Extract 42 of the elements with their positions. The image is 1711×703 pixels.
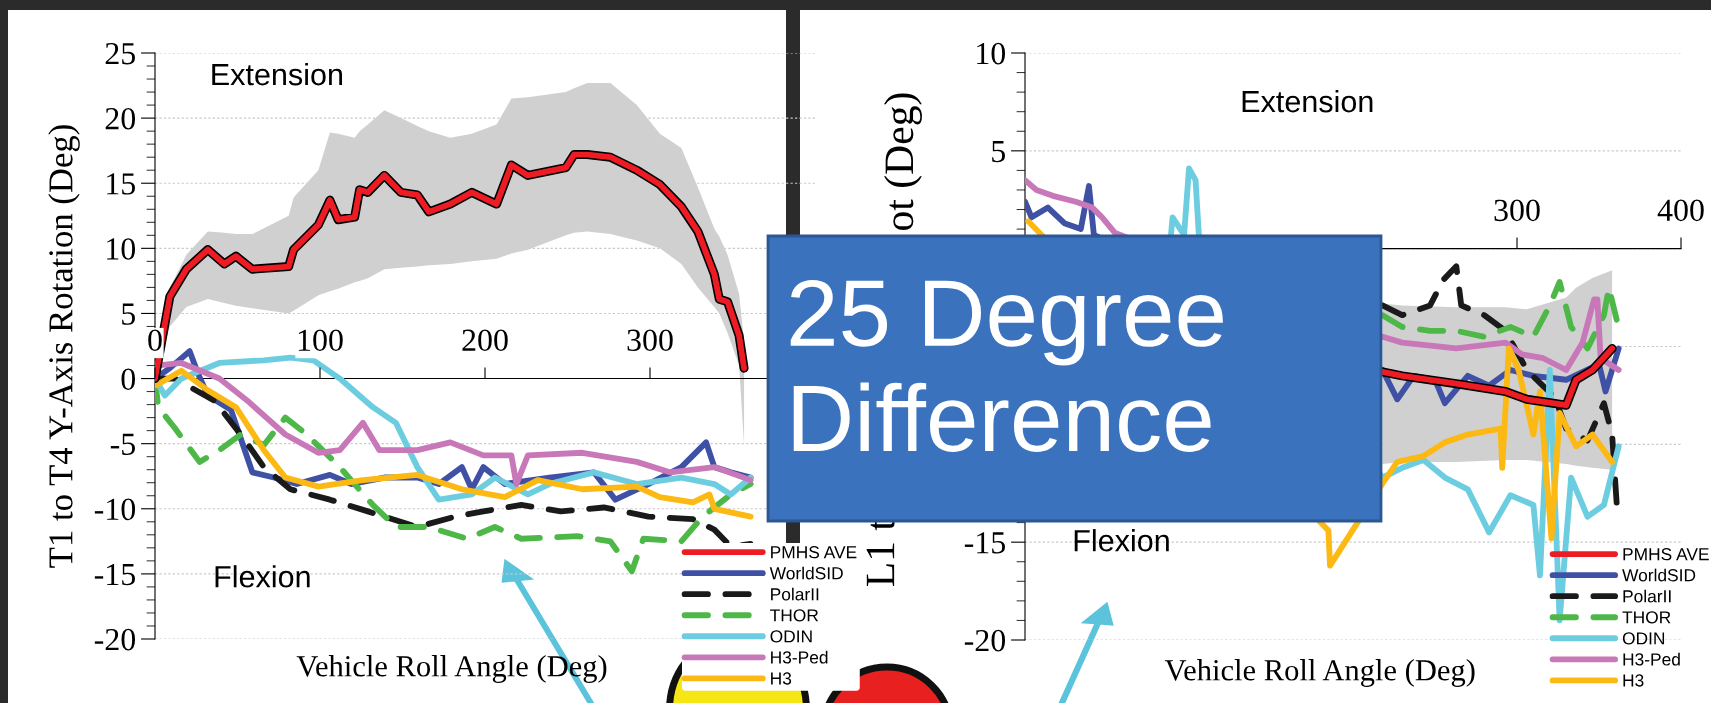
legend-label: PolarII (771, 587, 819, 601)
legend-label: THOR (770, 609, 819, 622)
x-tick-label: 0 (148, 329, 162, 352)
legend-label: ODIN (770, 630, 812, 643)
x-tick-label: 100 (298, 329, 343, 352)
legend-label: H3-Ped (771, 650, 828, 664)
annotation: 25 Degree Difference (790, 279, 1223, 452)
legend-label: PMHS AVE (771, 546, 857, 559)
y-tick-label: 25 (105, 42, 135, 65)
y-tick-label: 5 (122, 303, 135, 325)
y-axis-title: T1 to T4 Y-Axis Rotation (Deg) (48, 125, 80, 568)
y-tick-label: 15 (107, 173, 135, 195)
y-tick-label: 10 (977, 42, 1006, 65)
x-tick-label: 300 (1494, 199, 1540, 222)
x-tick-label: 300 (627, 329, 673, 352)
legend-label: H3-Ped (1623, 652, 1680, 666)
y-tick-label: 0 (121, 368, 136, 390)
y-tick-label: -15 (94, 563, 135, 586)
y-tick-label: -20 (94, 628, 136, 651)
legend-label: WorldSID (769, 566, 843, 580)
legend-label: H3 (1623, 674, 1644, 687)
text: ot (Deg) (884, 93, 922, 230)
legend-label: PMHS AVE (1623, 548, 1709, 561)
annotation: Extension (1242, 89, 1373, 113)
x-tick-label: 400 (1657, 199, 1704, 222)
y-tick-label: 10 (107, 238, 136, 260)
y-tick-label: -5 (110, 433, 135, 456)
y-tick-label: 20 (105, 107, 136, 130)
legend-label: ODIN (1622, 632, 1665, 645)
y-tick-label: -20 (964, 629, 1006, 652)
annotation: Flexion (1074, 529, 1169, 552)
legend-label: WorldSID (1622, 568, 1696, 582)
legend-label: THOR (1622, 611, 1671, 624)
y-tick-label: -15 (964, 532, 1005, 554)
annotation: Flexion (215, 565, 310, 588)
x-tick-label: 200 (462, 329, 508, 352)
y-tick-label: -10 (94, 498, 136, 521)
x-axis-title: Vehicle Roll Angle (Deg) (1164, 659, 1475, 687)
legend-label: PolarII (1623, 589, 1671, 603)
annotation: Extension (212, 62, 342, 86)
y-tick-label: 5 (992, 141, 1005, 163)
legend-label: H3 (771, 672, 792, 685)
